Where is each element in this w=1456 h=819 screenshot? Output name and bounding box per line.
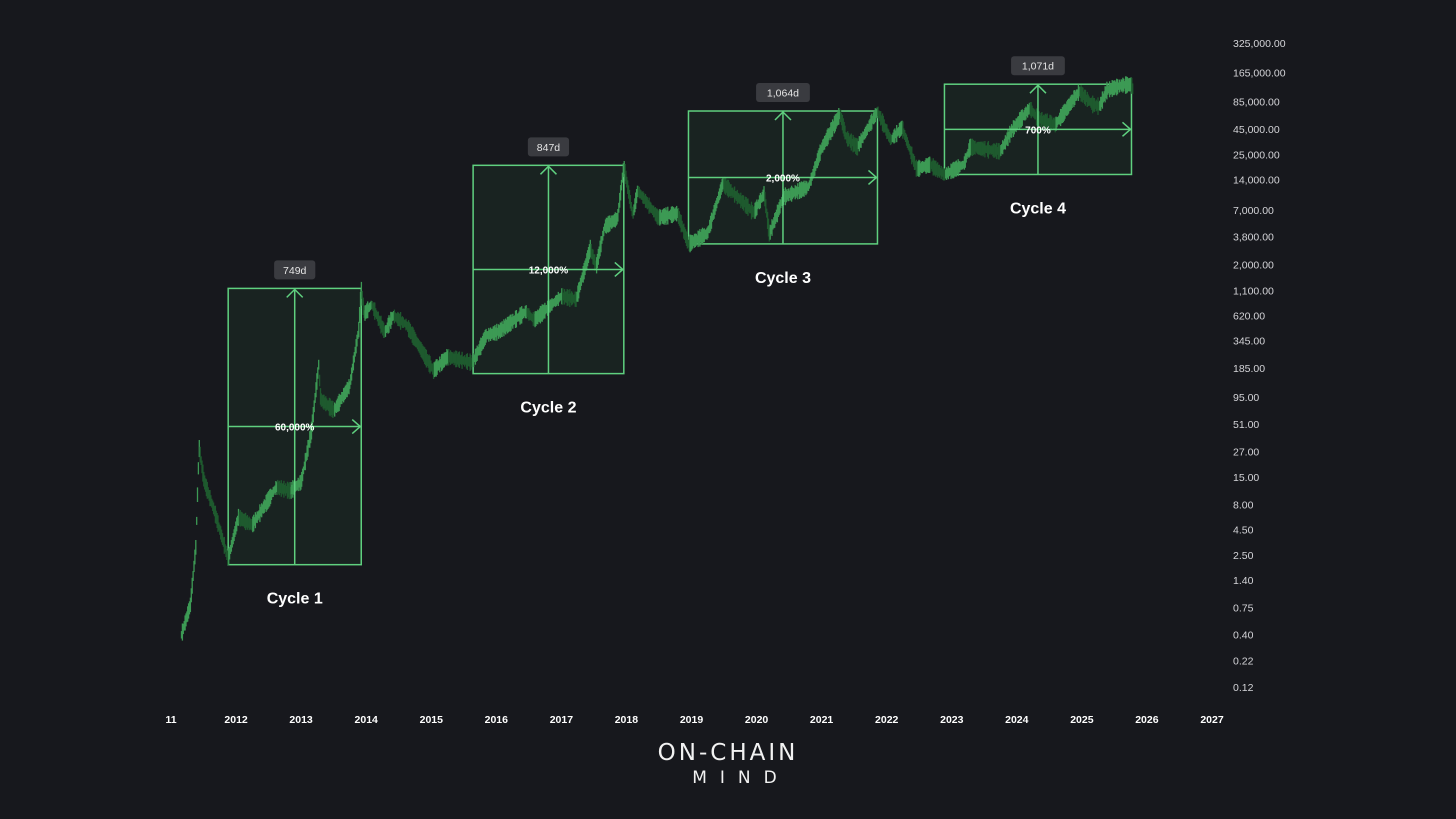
y-tick-label: 51.00: [1233, 419, 1259, 431]
right-arrow-head: [351, 418, 362, 435]
x-tick-label: 2017: [550, 714, 574, 726]
x-tick-label: 11: [165, 714, 176, 726]
cycle-gain-label: 12,000%: [529, 265, 569, 276]
y-tick-label: 8.00: [1233, 499, 1254, 511]
logo-wordmark-top: ON-CHAIN: [657, 740, 799, 766]
y-tick-label: 27.00: [1233, 447, 1259, 459]
y-tick-label: 0.22: [1233, 656, 1254, 668]
cycle-title: Cycle 2: [520, 400, 576, 417]
cycle-gain-label: 700%: [1025, 125, 1051, 136]
y-tick-label: 85,000.00: [1233, 96, 1280, 108]
right-arrow-head: [614, 261, 624, 278]
x-tick-label: 2018: [615, 714, 639, 726]
y-tick-label: 1,100.00: [1233, 285, 1274, 297]
y-tick-label: 15.00: [1233, 472, 1259, 484]
x-tick-label: 2024: [1005, 714, 1029, 726]
y-tick-label: 4.50: [1233, 524, 1254, 536]
x-tick-label: 2016: [485, 714, 509, 726]
up-arrow-head: [286, 288, 304, 298]
duration-badge: [527, 137, 570, 157]
cycle-title: Cycle 1: [267, 591, 323, 608]
cycle-duration-label: 1,064d: [767, 88, 799, 100]
y-tick-label: 2,000.00: [1233, 259, 1274, 271]
y-tick-label: 3,800.00: [1233, 231, 1274, 243]
cycle-gain-label: 60,000%: [275, 423, 315, 434]
cycle-duration-label: 847d: [537, 142, 561, 154]
y-tick-label: 2.50: [1233, 550, 1254, 562]
y-tick-label: 0.75: [1233, 602, 1254, 614]
x-tick-label: 2014: [355, 714, 379, 726]
cycle-duration-label: 749d: [283, 265, 307, 277]
y-tick-label: 185.00: [1233, 363, 1265, 375]
duration-badge: [274, 260, 316, 280]
x-tick-label: 2022: [875, 714, 899, 726]
up-arrow-head: [774, 110, 792, 121]
x-tick-label: 2012: [224, 714, 248, 726]
cycle-duration-label: 1,071d: [1022, 61, 1054, 73]
cycle-title: Cycle 4: [1010, 200, 1066, 217]
y-tick-label: 620.00: [1233, 310, 1265, 322]
y-tick-label: 0.40: [1233, 630, 1254, 642]
x-tick-label: 2026: [1135, 714, 1159, 726]
cycle-title: Cycle 3: [755, 270, 811, 287]
duration-badge: [1011, 56, 1065, 76]
x-tick-label: 2027: [1200, 714, 1224, 726]
cycle-gain-label: 2,000%: [766, 173, 800, 184]
right-arrow-head: [867, 169, 878, 186]
y-tick-label: 7,000.00: [1233, 205, 1274, 217]
up-arrow-head: [539, 165, 557, 175]
price-series: [180, 76, 1134, 641]
y-tick-label: 1.40: [1233, 575, 1254, 587]
y-tick-label: 345.00: [1233, 336, 1265, 348]
y-tick-label: 14,000.00: [1233, 175, 1280, 187]
x-tick-label: 2021: [810, 714, 834, 726]
x-axis: 11 2012 2013 2014 2015 2016 2017 2018 2019 2020 20…: [165, 714, 1223, 726]
x-tick-label: 2013: [289, 714, 313, 726]
up-arrow-head: [1029, 84, 1047, 94]
x-tick-label: 2023: [940, 714, 964, 726]
x-tick-label: 2019: [680, 714, 704, 726]
cycle-overlays: 60,000% 749d Cycle 1 12,000% 847d Cycle 2 2,00…: [228, 56, 1132, 608]
y-tick-label: 165,000.00: [1233, 68, 1286, 80]
y-axis: 325,000.00 165,000.00 85,000.00 45,000.00 25…: [1233, 38, 1286, 694]
y-tick-label: 45,000.00: [1233, 124, 1280, 136]
y-tick-label: 25,000.00: [1233, 150, 1280, 162]
duration-badge: [756, 83, 810, 103]
x-tick-label: 2015: [420, 714, 444, 726]
y-tick-label: 325,000.00: [1233, 38, 1286, 50]
y-tick-label: 0.12: [1233, 682, 1254, 694]
y-tick-label: 95.00: [1233, 392, 1259, 404]
logo-wordmark-bottom: MIND: [692, 768, 790, 788]
right-arrow-head: [1121, 121, 1132, 137]
x-tick-label: 2020: [745, 714, 769, 726]
x-tick-label: 2025: [1070, 714, 1094, 726]
